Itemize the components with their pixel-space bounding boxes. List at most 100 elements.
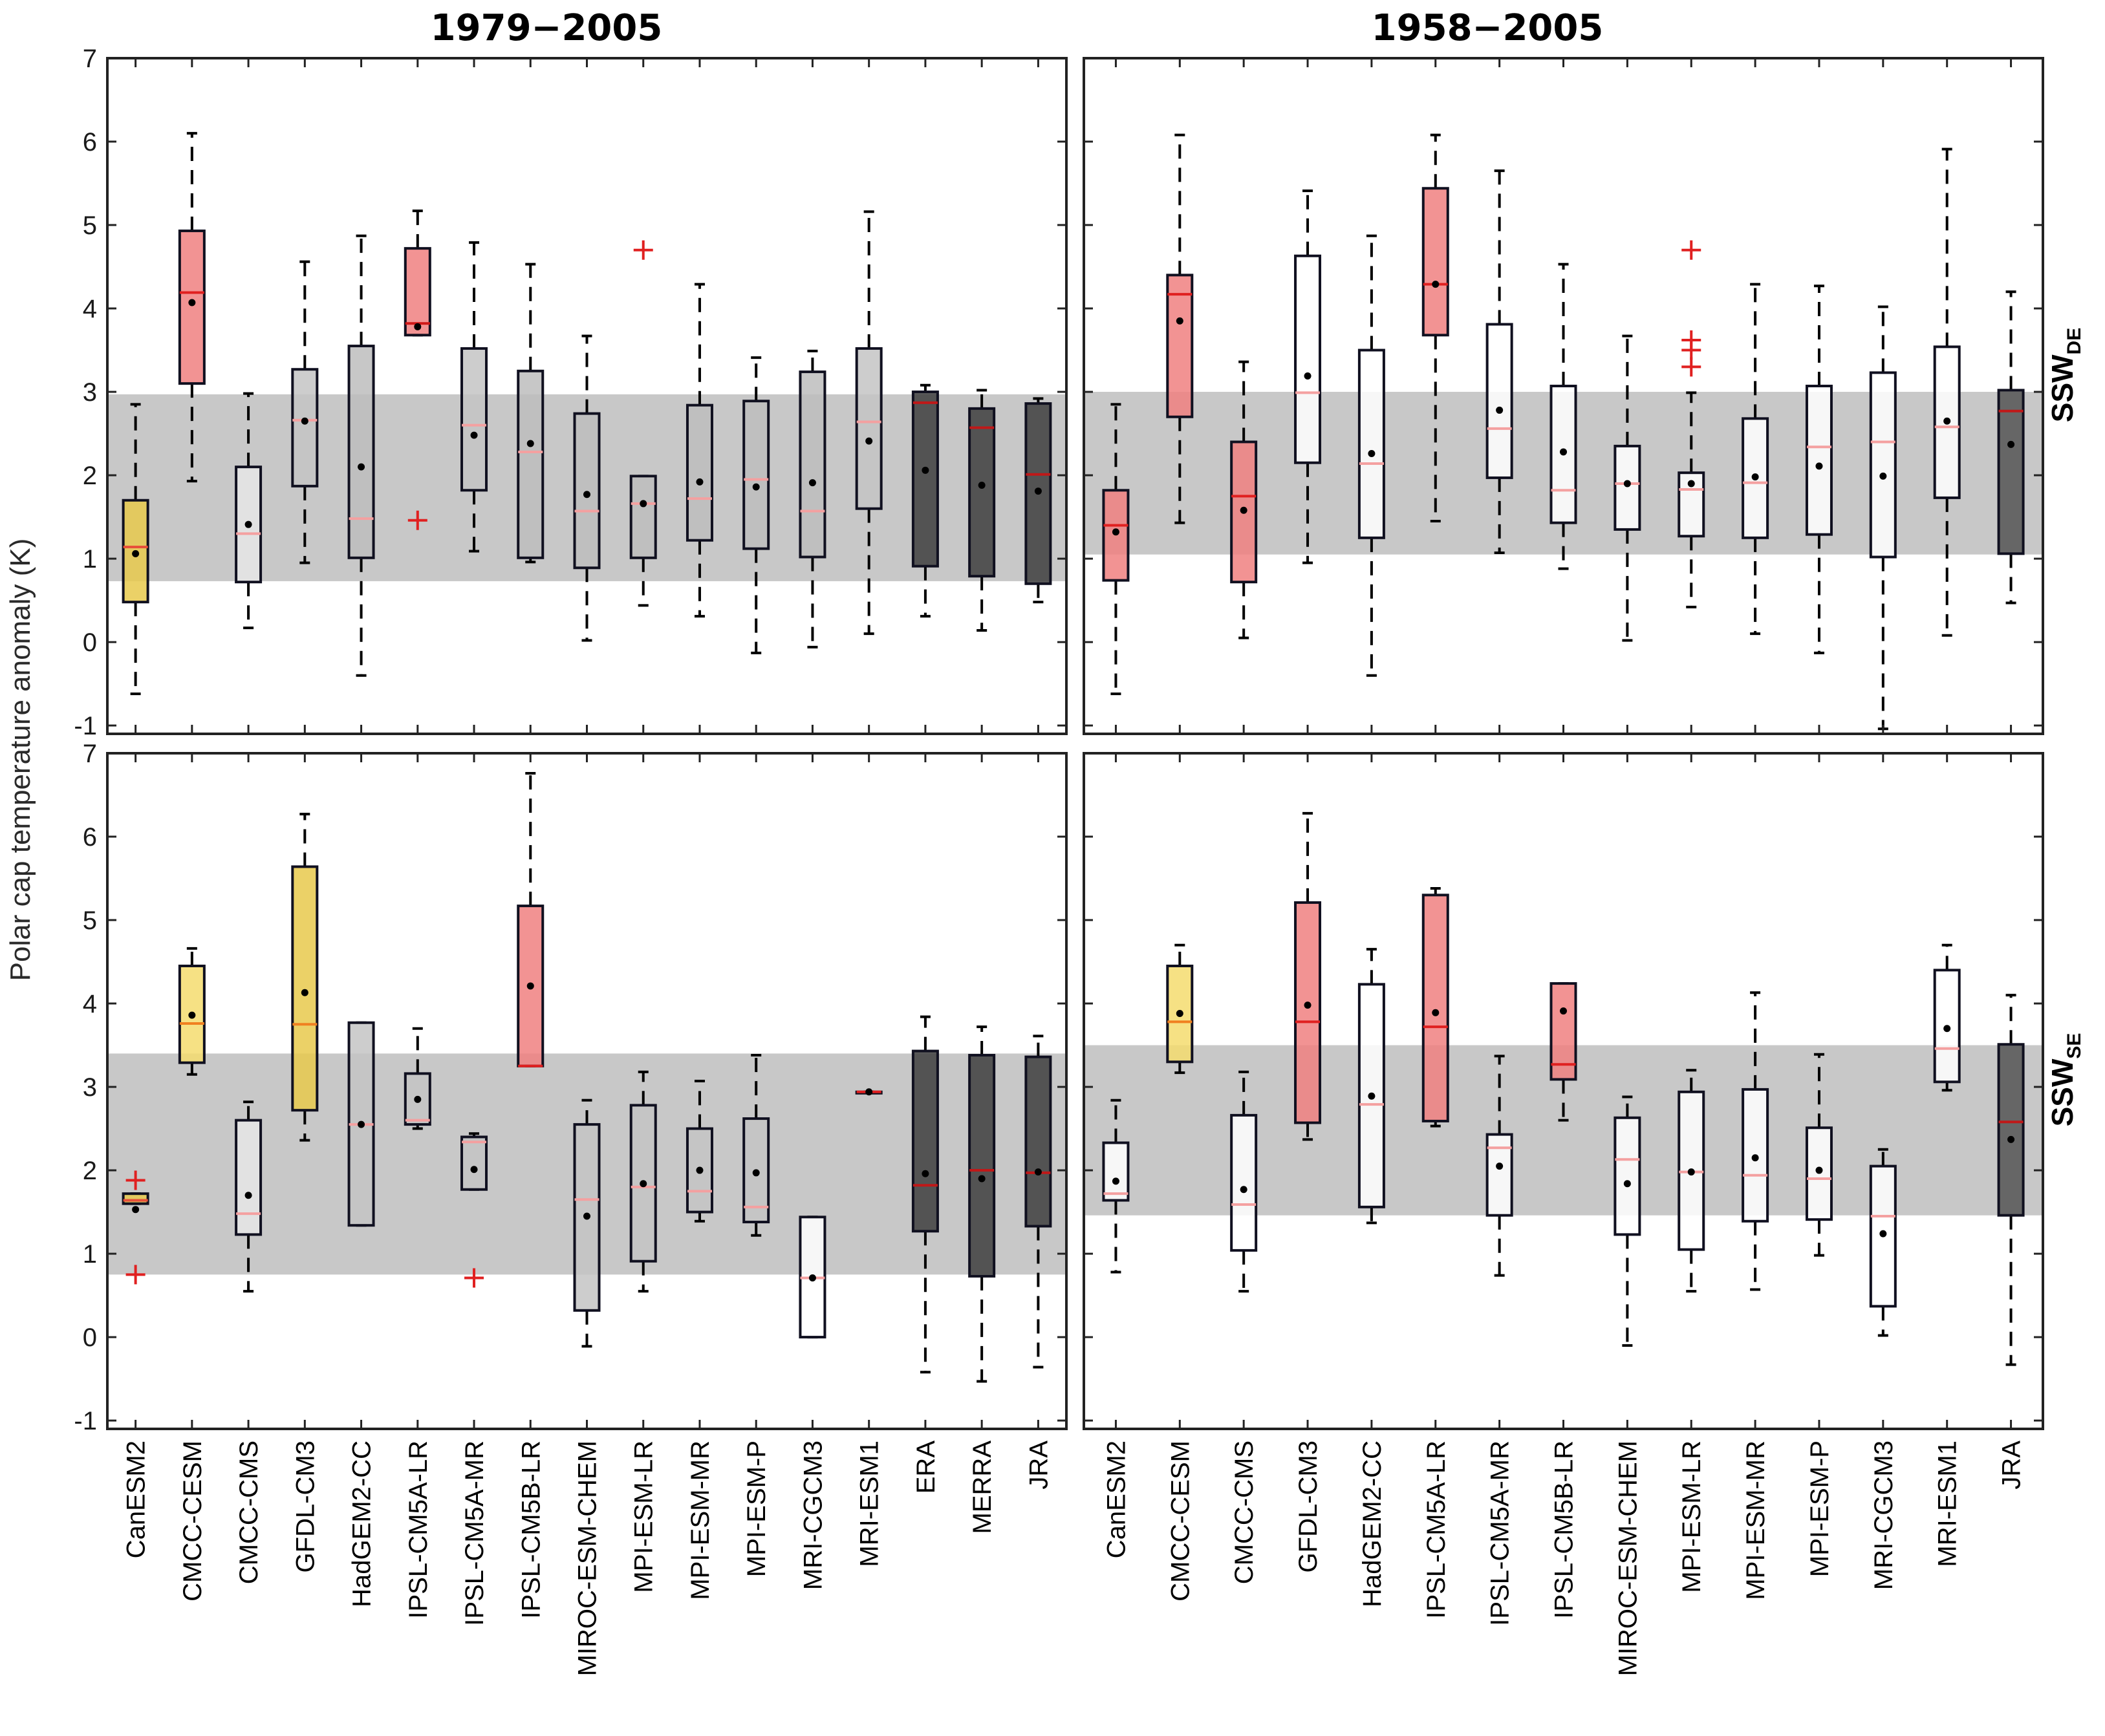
mean-point (1112, 528, 1119, 536)
mean-point (1432, 1009, 1440, 1016)
mean-point (1623, 480, 1631, 488)
category-label: MRI-ESM1 (856, 1441, 884, 1567)
mean-point (978, 1175, 986, 1183)
y-tick-label: 0 (83, 628, 97, 657)
box-iqr (1166, 273, 1194, 418)
box-iqr (855, 347, 883, 510)
outlier-marker (1681, 330, 1701, 350)
box-CMCC-CMS (1230, 360, 1258, 639)
mean-point (2007, 440, 2015, 448)
mean-point (1560, 1007, 1567, 1015)
box-CanESM2 (1102, 1098, 1130, 1274)
box-MERRA (968, 389, 996, 632)
box-iqr (460, 1135, 488, 1191)
box-iqr (122, 498, 149, 604)
mean-point (640, 1180, 647, 1188)
category-label: HadGEM2-CC (1358, 1441, 1387, 1607)
box-GFDL-CM3 (291, 260, 319, 564)
mean-point (2007, 1135, 2015, 1143)
category-label: JRA (1024, 1441, 1053, 1490)
box-HadGEM2-CC (347, 234, 375, 677)
box-MIROC-ESM-CHEM (573, 334, 601, 642)
mean-point (470, 1166, 478, 1173)
box-iqr (178, 230, 206, 385)
mean-point (1496, 406, 1504, 414)
mean-point (1623, 1180, 1631, 1188)
category-label: MPI-ESM-P (742, 1441, 771, 1577)
panel-top-left: -1 0 1 2 3 4 5 6 7 (74, 45, 1068, 740)
box-iqr (1997, 389, 2025, 555)
box-MRI-ESM1 (1933, 943, 1961, 1092)
box-iqr (1102, 1141, 1130, 1202)
box-MPI-ESM-LR (629, 240, 657, 607)
category-label: MRI-CGCM3 (1870, 1441, 1898, 1590)
category-label: IPSL-CM5A-LR (1422, 1441, 1451, 1619)
mean-point (358, 463, 365, 471)
mean-point (1687, 1168, 1695, 1176)
box-iqr (1614, 444, 1641, 531)
mean-point (696, 1166, 704, 1174)
outlier-marker (407, 510, 427, 530)
box-iqr (235, 466, 263, 584)
mean-point (1304, 1002, 1312, 1009)
box-iqr (1614, 1116, 1641, 1236)
category-label: HadGEM2-CC (348, 1441, 376, 1607)
mean-point (358, 1120, 365, 1128)
box-CMCC-CMS (235, 392, 263, 630)
box-iqr (799, 370, 826, 559)
box-iqr (404, 247, 431, 337)
box-iqr (291, 865, 319, 1112)
box-CMCC-CESM (178, 947, 206, 1076)
category-label: MRI-CGCM3 (799, 1441, 827, 1590)
box-MRI-ESM1 (1933, 147, 1961, 637)
category-label: MPI-ESM-MR (1742, 1441, 1770, 1600)
mean-point (526, 440, 534, 447)
outlier-marker (633, 240, 653, 260)
y-tick-label: 5 (83, 906, 97, 935)
box-JRA (1024, 397, 1052, 604)
panel-bottom-right: CanESM2 CMCC-CESM CMCC-CMS GFDL-CM3 HadGEM2-… (1083, 752, 2044, 1676)
box-ERA (911, 383, 939, 618)
box-MPI-ESM-P (1805, 284, 1833, 654)
box-iqr (629, 475, 657, 559)
box-CMCC-CMS (235, 1100, 263, 1293)
box-IPSL-CM5B-LR (1549, 263, 1577, 570)
box-iqr (460, 347, 488, 492)
category-label: MPI-ESM-LR (1678, 1441, 1706, 1593)
mean-point (752, 483, 760, 491)
category-label: IPSL-CM5A-MR (460, 1441, 489, 1626)
title-left: 1979−2005 (431, 7, 663, 49)
mean-point (696, 478, 704, 486)
outlier-marker (464, 1268, 484, 1288)
box-ERA (911, 1015, 939, 1374)
category-label: IPSL-CM5A-LR (404, 1441, 433, 1619)
mean-point (1368, 1092, 1376, 1100)
y-tick-label: 5 (83, 211, 97, 240)
box-IPSL-CM5A-MR (1485, 169, 1513, 555)
box-iqr (742, 400, 770, 550)
box-iqr (1230, 440, 1258, 584)
category-label: CMCC-CESM (178, 1441, 207, 1602)
box-iqr (1421, 894, 1449, 1122)
box-MPI-ESM-MR (1742, 283, 1769, 636)
box-iqr (1357, 348, 1385, 539)
y-tick-label: 4 (83, 990, 97, 1018)
mean-point (865, 437, 873, 445)
box-iqr (1024, 1055, 1052, 1228)
box-IPSL-CM5A-LR (404, 1027, 431, 1130)
y-tick-label: 3 (83, 378, 97, 407)
category-label: JRA (1998, 1441, 2026, 1490)
mean-point (1943, 417, 1951, 425)
box-CMCC-CESM (1166, 943, 1194, 1075)
mean-point (1560, 448, 1567, 456)
mean-point (301, 417, 308, 425)
box-MPI-ESM-MR (1742, 991, 1769, 1291)
box-iqr (1997, 1043, 2025, 1217)
box-GFDL-CM3 (1294, 189, 1322, 564)
box-JRA (1024, 1034, 1052, 1369)
box-GFDL-CM3 (291, 813, 319, 1142)
mean-point (583, 491, 590, 498)
box-MRI-ESM1 (855, 1088, 883, 1096)
mean-point (526, 982, 534, 990)
